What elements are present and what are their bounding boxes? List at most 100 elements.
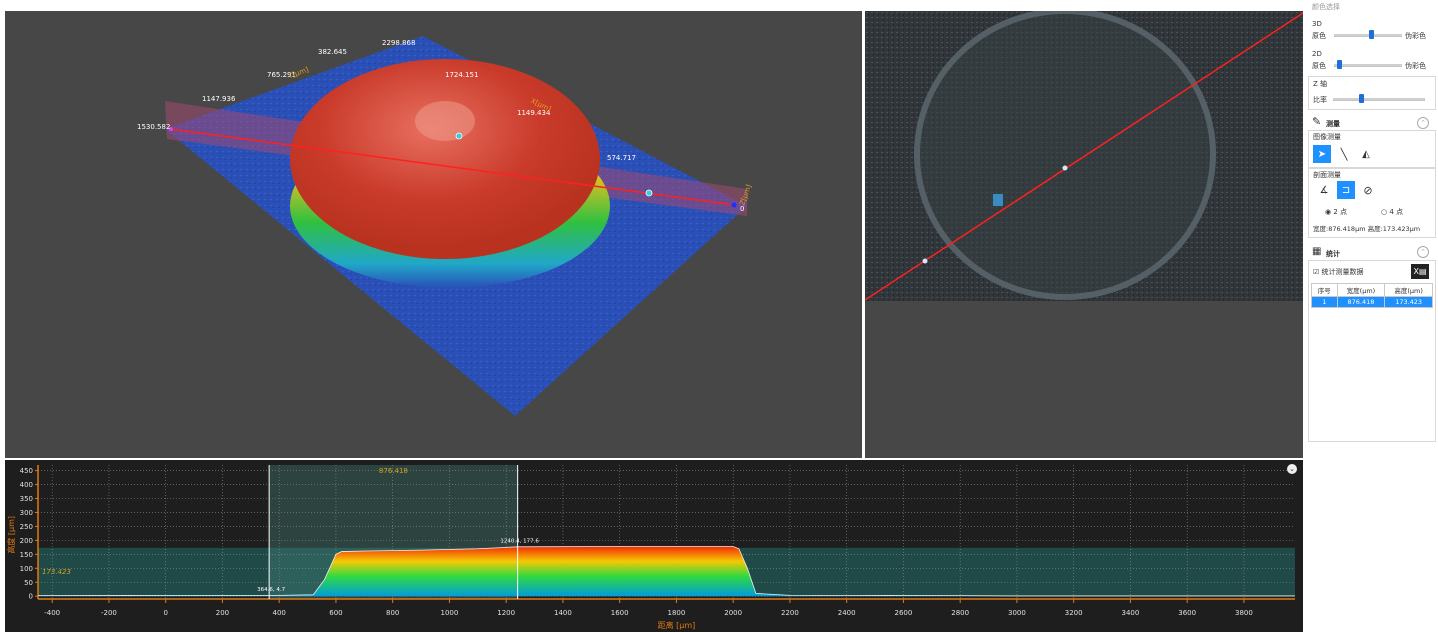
y-tick-label: 200 [20,537,33,545]
line-icon: ╲ [1340,147,1348,161]
y-tick-label: 50 [24,579,33,587]
step-tool[interactable]: ⊐ [1337,181,1355,199]
x-tick-label: 2400 [838,609,856,617]
side-panel: 颜色选择 3D 原色 伪彩色 2D 原色 伪彩色 Z 轴 比率 ✎ 测量 ⌃ 图… [1304,0,1438,632]
x-tick-label: 0 [163,609,167,617]
slider-3d-label: 3D [1312,20,1322,28]
z-ratio-label: 比率 [1313,96,1327,104]
axis-value: 1149.434 [517,109,551,117]
z-axis-section: Z 轴 比率 [1308,76,1436,110]
pyramid-icon: ◭ [1362,148,1370,160]
angle-icon: ∡ [1319,184,1329,196]
y-tick-label: 400 [20,481,33,489]
axis-value: 1530.582 [137,123,171,131]
slider-3d-right: 伪彩色 [1405,32,1426,40]
x-tick-label: 200 [216,609,229,617]
height-label: 173.423 [42,568,71,576]
excel-icon: X▤ [1413,267,1427,276]
y-tick-label: 100 [20,565,33,573]
x-tick-label: 3000 [1008,609,1026,617]
dome-cap [290,59,600,259]
axis-value: 382.645 [318,48,347,56]
y-tick-label: 350 [20,495,33,503]
header-index: 序号 [1311,283,1338,297]
cell-width: 876.418 [1336,296,1386,308]
profile-plot[interactable]: 0 50 100 150 200 250 300 350 400 450 -400 -200 0 200 4… [5,460,1303,632]
measure-result: 宽度:876.418μm 高度:173.423μm [1313,225,1421,233]
collapse-icon[interactable]: ⌄ [1287,464,1297,474]
table-row[interactable]: 1 876.418 173.423 [1311,296,1433,308]
section-measure-label: 剖面测量 [1313,171,1341,179]
stats-title: 统计 [1326,250,1340,258]
slider-3d-track[interactable] [1334,34,1402,37]
axis-value: 0 [740,205,745,213]
table-header: 序号 宽度(μm) 高度(μm) [1311,283,1433,297]
section-point-1[interactable] [455,132,463,140]
profile-line [37,546,1295,597]
slider-2d-thumb[interactable] [1337,60,1343,69]
header-height: 高度(μm) [1384,283,1433,297]
x-tick-label: 3200 [1065,609,1083,617]
angle-tool[interactable]: ∡ [1315,181,1333,199]
section-startpoint[interactable] [169,127,173,131]
section-point-2d-2[interactable] [1062,165,1068,171]
circle-icon: ⊘ [1363,183,1373,197]
droplet-outline [914,11,1216,300]
y-tick-label: 0 [29,593,33,601]
3d-view[interactable]: 2298.868 382.645 765.291 1147.936 1530.5… [5,11,862,458]
section-point-2d-1[interactable] [922,258,928,264]
radio-4pt[interactable]: ○ 4 点 [1381,208,1404,216]
collapse-stats-icon[interactable]: ⌃ [1417,246,1429,258]
slider-2d-left: 原色 [1312,62,1326,70]
stats-section: ☑ 统计测量数据 X▤ 序号 宽度(μm) 高度(μm) 1 876.418 1… [1308,260,1436,442]
x-axis-label: 距离 [μm] [658,620,696,630]
y-tick-label: 150 [20,551,33,559]
pointer-tool[interactable]: ➤ [1313,145,1331,163]
section-line [169,128,736,206]
x-tick-label: 800 [386,609,399,617]
excel-export-button[interactable]: X▤ [1411,264,1429,279]
radio-4pt-label: 4 点 [1389,208,1404,216]
image-measure-section: 图像测量 ➤ ╲ ◭ [1308,130,1436,168]
collapse-measure-icon[interactable]: ⌃ [1417,117,1429,129]
2d-view[interactable] [865,11,1303,458]
section-line-2d [865,12,1303,301]
section-measure-section: 剖面测量 ∡ ⊐ ⊘ ◉ 2 点 ○ 4 点 宽度:876.418μm 高度:1… [1308,168,1436,238]
circle-tool[interactable]: ⊘ [1359,181,1377,199]
y-axis-label: 高度 [μm] [6,516,16,554]
x-tick-label: 2600 [895,609,913,617]
z-slider-thumb[interactable] [1359,94,1365,103]
area-tool[interactable]: ◭ [1357,145,1375,163]
axis-value: 574.717 [607,154,636,162]
radio-2pt[interactable]: ◉ 2 点 [1325,208,1348,216]
cursor-label: 364.6, 4.7 [257,587,285,593]
step-icon: ⊐ [1341,184,1351,196]
slider-2d-track[interactable] [1334,64,1402,67]
x-tick-label: 3400 [1122,609,1140,617]
cursor-label: 1240.4, 177.6 [500,539,539,545]
stats-table: 序号 宽度(μm) 高度(μm) 1 876.418 173.423 [1311,283,1433,308]
axis-value: 1724.151 [445,71,479,79]
x-tick-label: 1600 [611,609,629,617]
stats-checkbox[interactable]: ☑ 统计测量数据 [1313,268,1364,276]
cursor-icon: ➤ [1317,148,1327,160]
pencil-icon: ✎ [1312,115,1322,128]
x-tick-label: 3800 [1235,609,1253,617]
x-tick-label: 3600 [1178,609,1196,617]
x-tick-label: 2000 [724,609,742,617]
3d-surface-render[interactable] [5,11,862,458]
line-tool[interactable]: ╲ [1335,145,1353,163]
section-point-2[interactable] [645,189,653,197]
slider-2d-right: 伪彩色 [1405,62,1426,70]
measure-title: 测量 [1326,120,1340,128]
slider-3d-thumb[interactable] [1368,30,1374,39]
z-slider-track[interactable] [1333,98,1425,101]
profile-chart[interactable]: 0 50 100 150 200 250 300 350 400 450 -400 -200 0 200 4… [5,460,1303,632]
axis-value: 1147.936 [202,95,236,103]
section-endpoint[interactable] [731,202,737,208]
radio-2pt-label: 2 点 [1333,208,1348,216]
x-tick-label: 1400 [554,609,572,617]
microscope-image[interactable] [865,11,1303,301]
x-tick-label: 600 [329,609,342,617]
cell-height: 173.423 [1384,296,1433,308]
